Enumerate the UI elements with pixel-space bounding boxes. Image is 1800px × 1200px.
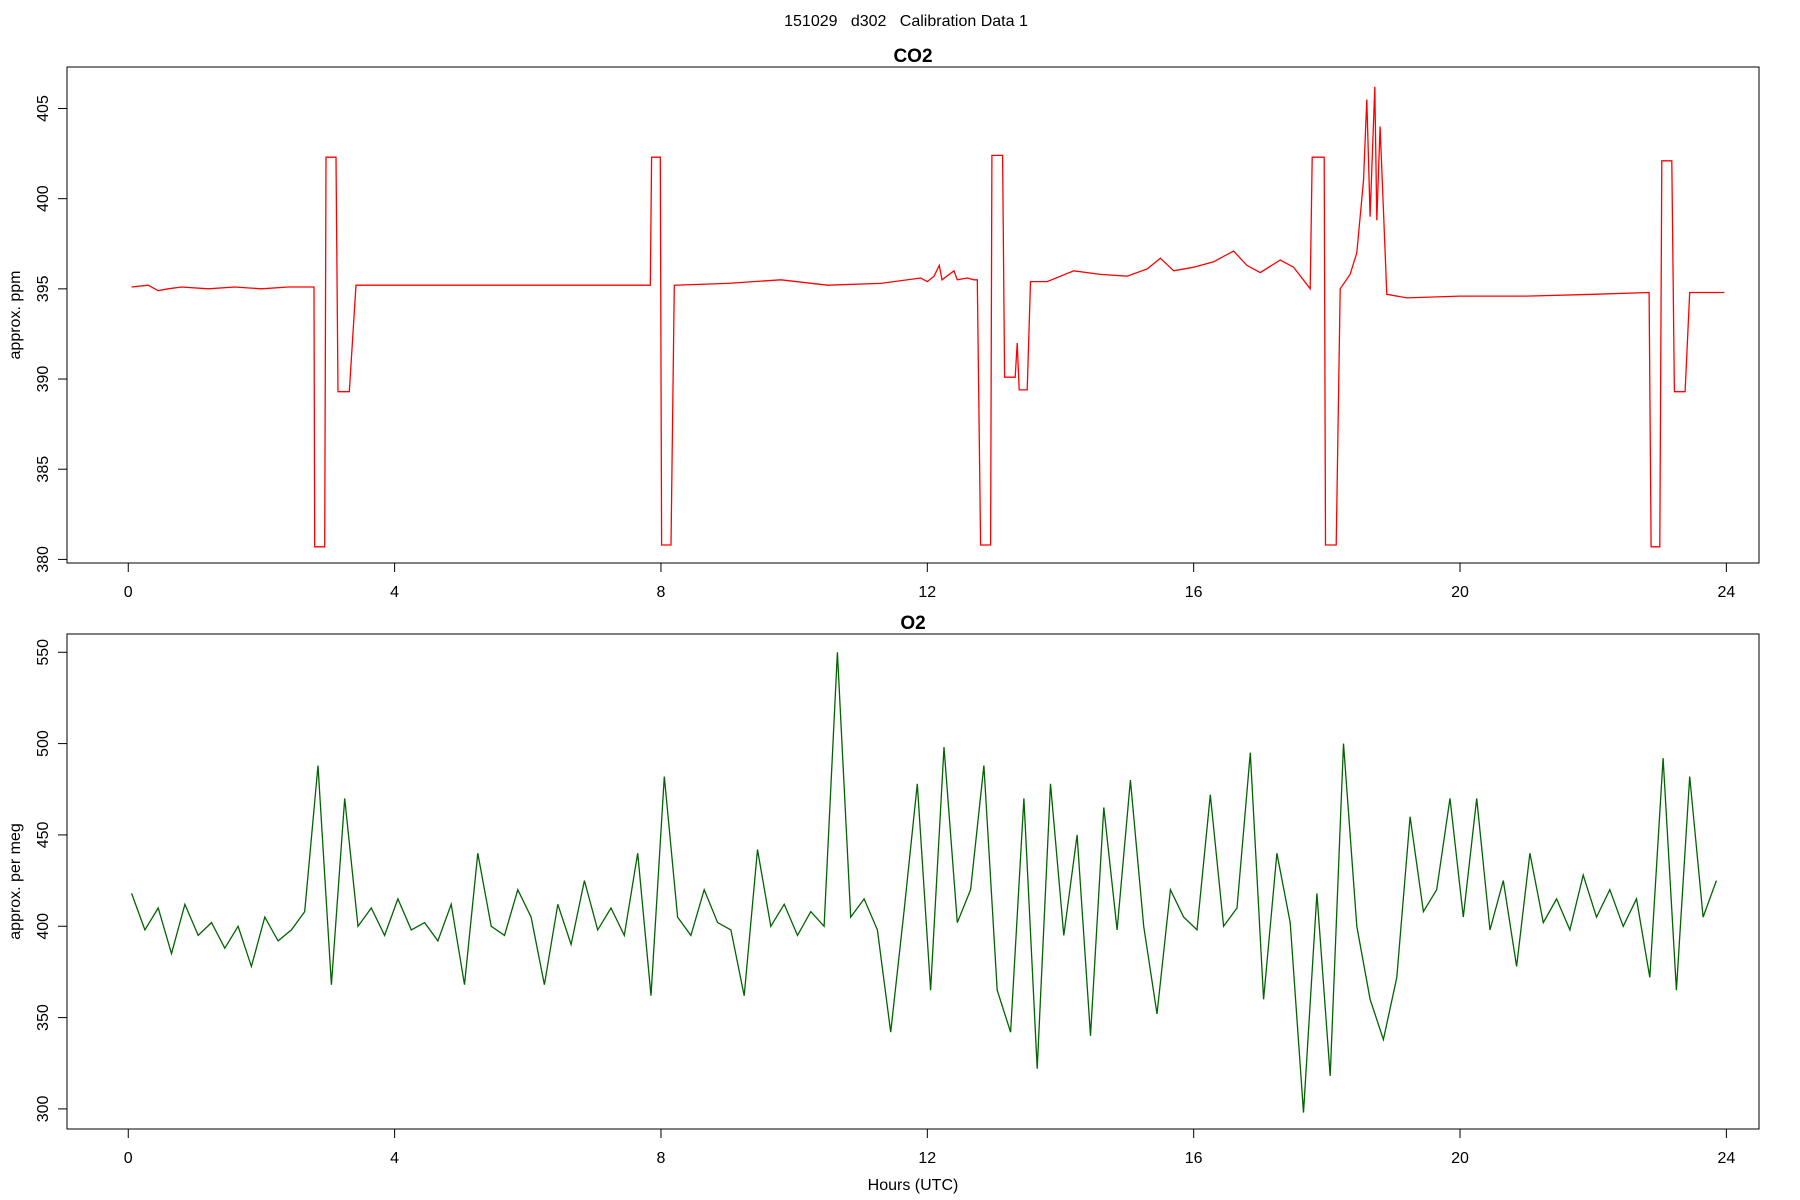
y-tick-label: 400 [35,913,52,940]
x-tick-label: 4 [390,1150,399,1167]
x-axis-label: Hours (UTC) [868,1177,959,1194]
y-tick-label: 395 [35,275,52,302]
y-tick-label: 500 [35,730,52,757]
x-tick-label: 4 [390,584,399,601]
y-tick-label: 300 [35,1095,52,1122]
data-line [130,652,1718,1113]
data-line [131,86,1725,548]
x-tick-label: 12 [918,1150,936,1167]
x-tick-label: 20 [1451,1150,1469,1167]
plot-frame [66,66,1760,564]
x-tick-label: 20 [1451,584,1469,601]
x-tick-label: 16 [1185,1150,1203,1167]
y-tick-label: 390 [35,366,52,393]
y-tick-label: 350 [35,1004,52,1031]
x-tick-label: 0 [124,584,133,601]
y-tick-label: 450 [35,821,52,848]
x-tick-label: 8 [657,1150,666,1167]
x-tick-label: 24 [1717,1150,1735,1167]
y-tick-label: 550 [35,639,52,666]
y-tick-label: 385 [35,456,52,483]
figure-title: 151029 d302 Calibration Data 1 [784,13,1028,30]
y-tick-label: 405 [35,95,52,122]
y-tick-label: 400 [35,185,52,212]
y-axis-label: approx. per meg [7,823,24,940]
x-tick-label: 24 [1717,584,1735,601]
x-tick-label: 16 [1185,584,1203,601]
y-tick-label: 380 [35,546,52,573]
x-tick-label: 0 [124,1150,133,1167]
plot-frame [66,633,1760,1130]
panel-title: O2 [900,613,925,634]
x-tick-label: 8 [657,584,666,601]
panel-title: CO2 [893,46,932,67]
y-axis-label: approx. ppm [7,271,24,360]
x-tick-label: 12 [918,584,936,601]
